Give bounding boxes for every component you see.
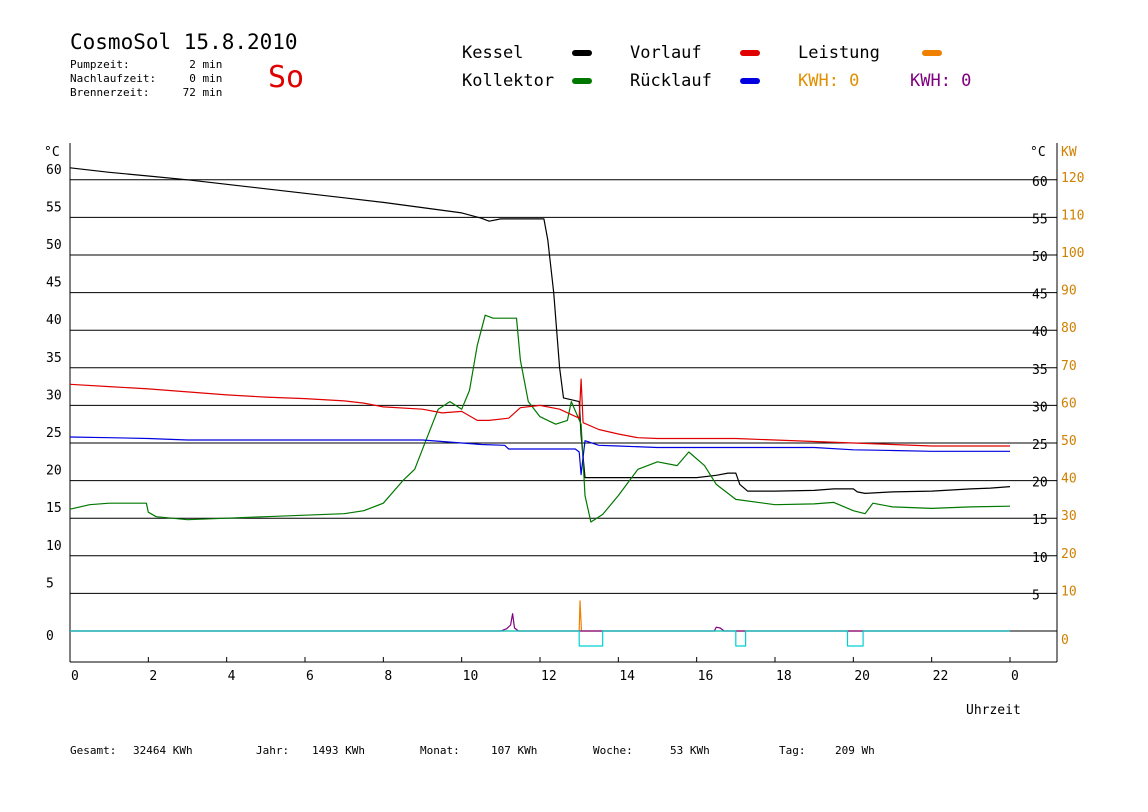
x-tick-label: 8	[384, 669, 392, 684]
x-tick-label: 10	[463, 669, 479, 684]
after-run-time-text: Nachlaufzeit: 0 min	[70, 72, 223, 85]
series-line-vorlauf	[69, 378, 1010, 447]
x-tick-label: 0	[71, 669, 79, 684]
y-tick-label-left: 45	[46, 276, 62, 291]
burner-time-text: Brennerzeit: 72 min	[70, 86, 223, 99]
y-tick-label-kw: 60	[1061, 396, 1077, 411]
y-tick-label-left: 15	[46, 501, 62, 516]
y-tick-label-left: 10	[46, 539, 62, 554]
y-axis-unit-right: °C	[1030, 145, 1046, 160]
series-line-kollektor	[69, 314, 1011, 523]
y-tick-label-kw: 20	[1061, 547, 1077, 562]
footer-woche-value: 53 KWh	[670, 744, 710, 757]
y-tick-label-left: 0	[46, 629, 54, 644]
legend-kessel-label: Kessel	[462, 43, 524, 63]
x-tick-label: 6	[306, 669, 314, 684]
y-tick-label-right: 40	[1032, 325, 1048, 340]
y-tick-label-left: 30	[46, 388, 62, 403]
legend-vorlauf-swatch	[740, 50, 760, 56]
y-tick-label-kw: 70	[1061, 359, 1077, 374]
x-tick-label: 18	[776, 669, 792, 684]
legend-kollektor-swatch	[572, 78, 592, 84]
y-tick-label-left: 40	[46, 313, 62, 328]
legend-leistung-label: Leistung	[798, 43, 880, 63]
day-label: So	[268, 60, 305, 95]
y-tick-label-right: 35	[1032, 363, 1048, 378]
legend-ruecklauf-swatch	[740, 78, 760, 84]
pump-time-text: Pumpzeit: 2 min	[70, 58, 223, 71]
y-tick-label-right: 15	[1032, 513, 1048, 528]
y-tick-label-kw: 120	[1061, 171, 1084, 186]
y-tick-label-right: 20	[1032, 476, 1048, 491]
y-tick-label-left: 25	[46, 426, 62, 441]
footer-jahr-label: Jahr:	[256, 744, 290, 757]
y-tick-label-kw: 100	[1061, 246, 1084, 261]
legend-ruecklauf-label: Rücklauf	[630, 71, 712, 91]
footer-tag-label: Tag:	[779, 744, 806, 757]
y-tick-label-kw: 40	[1061, 472, 1077, 487]
y-tick-label-left: 50	[46, 238, 62, 253]
footer-gesamt-label: Gesamt:	[70, 744, 117, 757]
series-line-pump	[70, 630, 1010, 647]
legend-kessel-swatch	[572, 50, 592, 56]
y-tick-label-left: 35	[46, 351, 62, 366]
y-tick-label-kw: 90	[1061, 284, 1077, 299]
series-line-ruecklauf	[69, 436, 1010, 476]
footer-monat-value: 107 KWh	[491, 744, 538, 757]
y-tick-label-right: 55	[1032, 212, 1048, 227]
series-line-kwh2	[70, 613, 1010, 632]
y-tick-label-kw: 110	[1061, 208, 1084, 223]
series-line-leistung	[70, 600, 1010, 632]
x-axis-label: Uhrzeit	[966, 703, 1021, 718]
series-line-kessel	[69, 167, 1011, 494]
footer-woche-label: Woche:	[593, 744, 633, 757]
footer-jahr-value: 1493 KWh	[312, 744, 365, 757]
y-axis-unit-left: °C	[44, 145, 60, 160]
y-tick-label-left: 20	[46, 464, 62, 479]
legend-kwh2-label: KWH: 0	[910, 71, 972, 91]
y-tick-label-kw: 0	[1061, 633, 1069, 648]
y-tick-label-left: 5	[46, 576, 54, 591]
legend-leistung-swatch	[922, 50, 942, 56]
y-tick-label-right: 5	[1032, 588, 1040, 603]
chart-title: CosmoSol 15.8.2010	[70, 30, 298, 54]
x-tick-label: 4	[228, 669, 236, 684]
x-tick-label: 20	[854, 669, 870, 684]
y-tick-label-right: 45	[1032, 288, 1048, 303]
y-tick-label-right: 30	[1032, 400, 1048, 415]
x-tick-label: 0	[1011, 669, 1019, 684]
x-tick-label: 16	[698, 669, 714, 684]
y-tick-label-left: 55	[46, 200, 62, 215]
legend-kwh1-label: KWH: 0	[798, 71, 860, 91]
footer-tag-value: 209 Wh	[835, 744, 875, 757]
footer-monat-label: Monat:	[420, 744, 460, 757]
legend-vorlauf-label: Vorlauf	[630, 43, 702, 63]
x-tick-label: 14	[619, 669, 635, 684]
footer-gesamt-value: 32464 KWh	[133, 744, 193, 757]
y-tick-label-kw: 80	[1061, 321, 1077, 336]
y-tick-label-right: 10	[1032, 551, 1048, 566]
y-axis-unit-kw: KW	[1061, 145, 1077, 160]
y-tick-label-right: 60	[1032, 175, 1048, 190]
y-tick-label-kw: 10	[1061, 584, 1077, 599]
legend-kollektor-label: Kollektor	[462, 71, 555, 91]
y-tick-label-kw: 50	[1061, 434, 1077, 449]
y-tick-label-left: 60	[46, 163, 62, 178]
x-tick-label: 2	[149, 669, 157, 684]
x-tick-label: 12	[541, 669, 557, 684]
x-tick-label: 22	[933, 669, 949, 684]
y-tick-label-right: 50	[1032, 250, 1048, 265]
y-tick-label-right: 25	[1032, 438, 1048, 453]
y-tick-label-kw: 30	[1061, 509, 1077, 524]
